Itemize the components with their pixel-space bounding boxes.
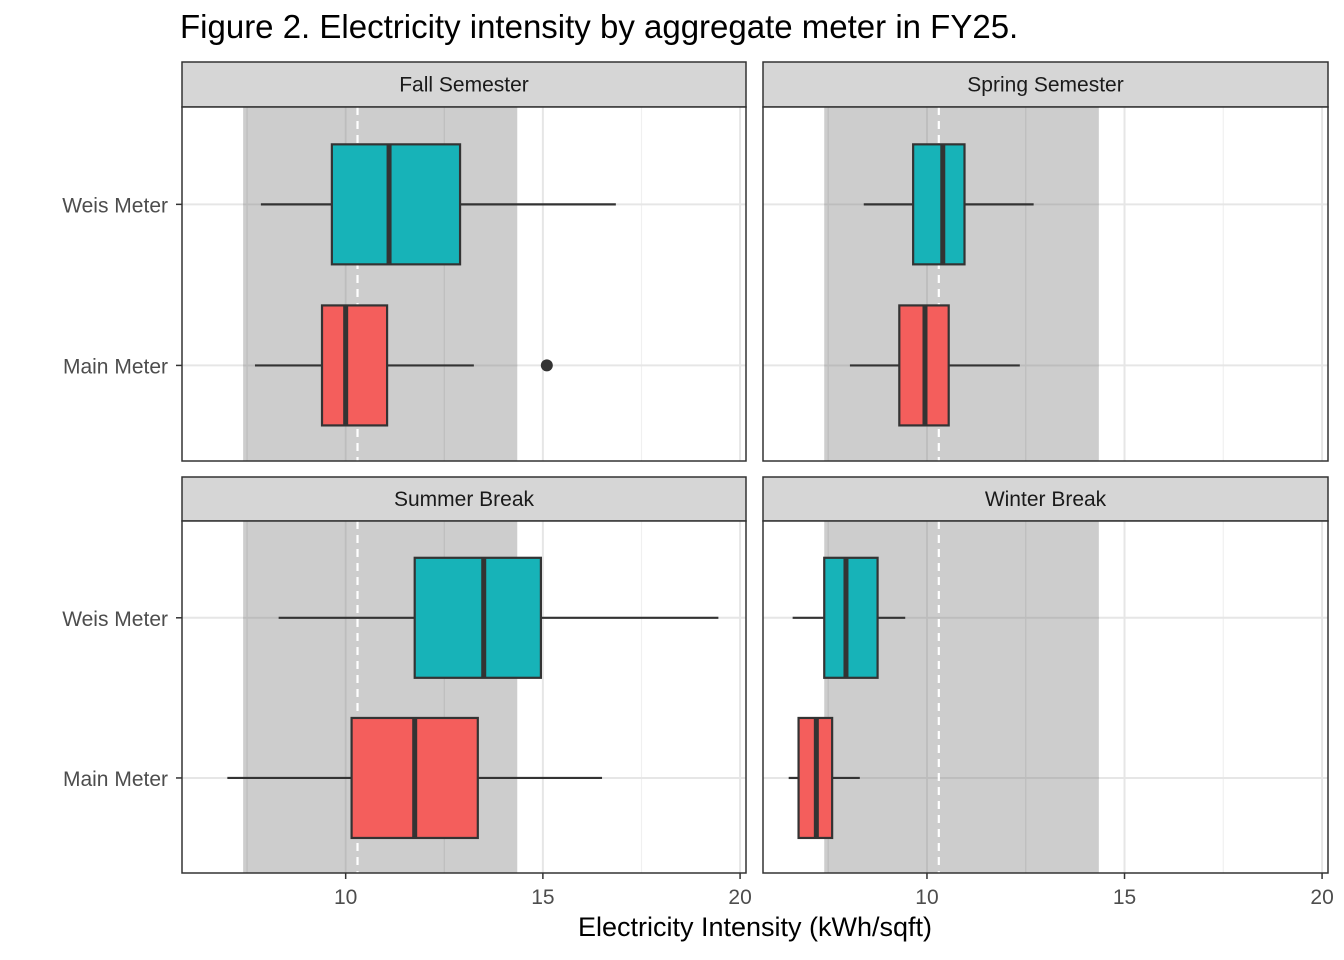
box-main-meter-fall-semester [320, 304, 389, 427]
y-tick-label: Main Meter [63, 768, 168, 791]
box-weis-meter-summer-break [413, 556, 543, 679]
x-tick-label: 20 [1310, 886, 1333, 909]
facet-label-summer-break: Summer Break [394, 488, 535, 511]
panel-border-summer-break [181, 520, 747, 874]
y-tick-label: Main Meter [63, 355, 168, 378]
x-axis-title: Electricity Intensity (kWh/sqft) [577, 912, 933, 942]
x-tick-label: 15 [531, 886, 554, 909]
x-tick-label: 15 [1113, 886, 1136, 909]
panel-border-winter-break [762, 520, 1329, 874]
facet-strip-spring-semester [762, 61, 1329, 108]
panel-border-spring-semester [762, 106, 1329, 462]
box-weis-meter-spring-semester [912, 143, 966, 266]
chart-title: Figure 2. Electricity intensity by aggre… [180, 8, 1019, 45]
facet-label-fall-semester: Fall Semester [399, 74, 529, 97]
outlier-point-main-meter [540, 359, 553, 372]
facet-strip-winter-break [762, 476, 1329, 522]
box-weis-meter-fall-semester [330, 143, 462, 266]
y-tick-label: Weis Meter [62, 194, 168, 217]
x-tick-label: 20 [728, 886, 751, 909]
x-tick-label: 10 [915, 886, 938, 909]
x-tick-label: 10 [334, 886, 357, 909]
facet-strip-summer-break [181, 476, 747, 522]
facet-label-winter-break: Winter Break [985, 488, 1107, 511]
box-weis-meter-winter-break [823, 556, 879, 679]
facet-strip-fall-semester [181, 61, 747, 108]
facet-label-spring-semester: Spring Semester [967, 74, 1123, 97]
y-tick-label: Weis Meter [62, 608, 168, 631]
panel-border-fall-semester [181, 106, 747, 462]
